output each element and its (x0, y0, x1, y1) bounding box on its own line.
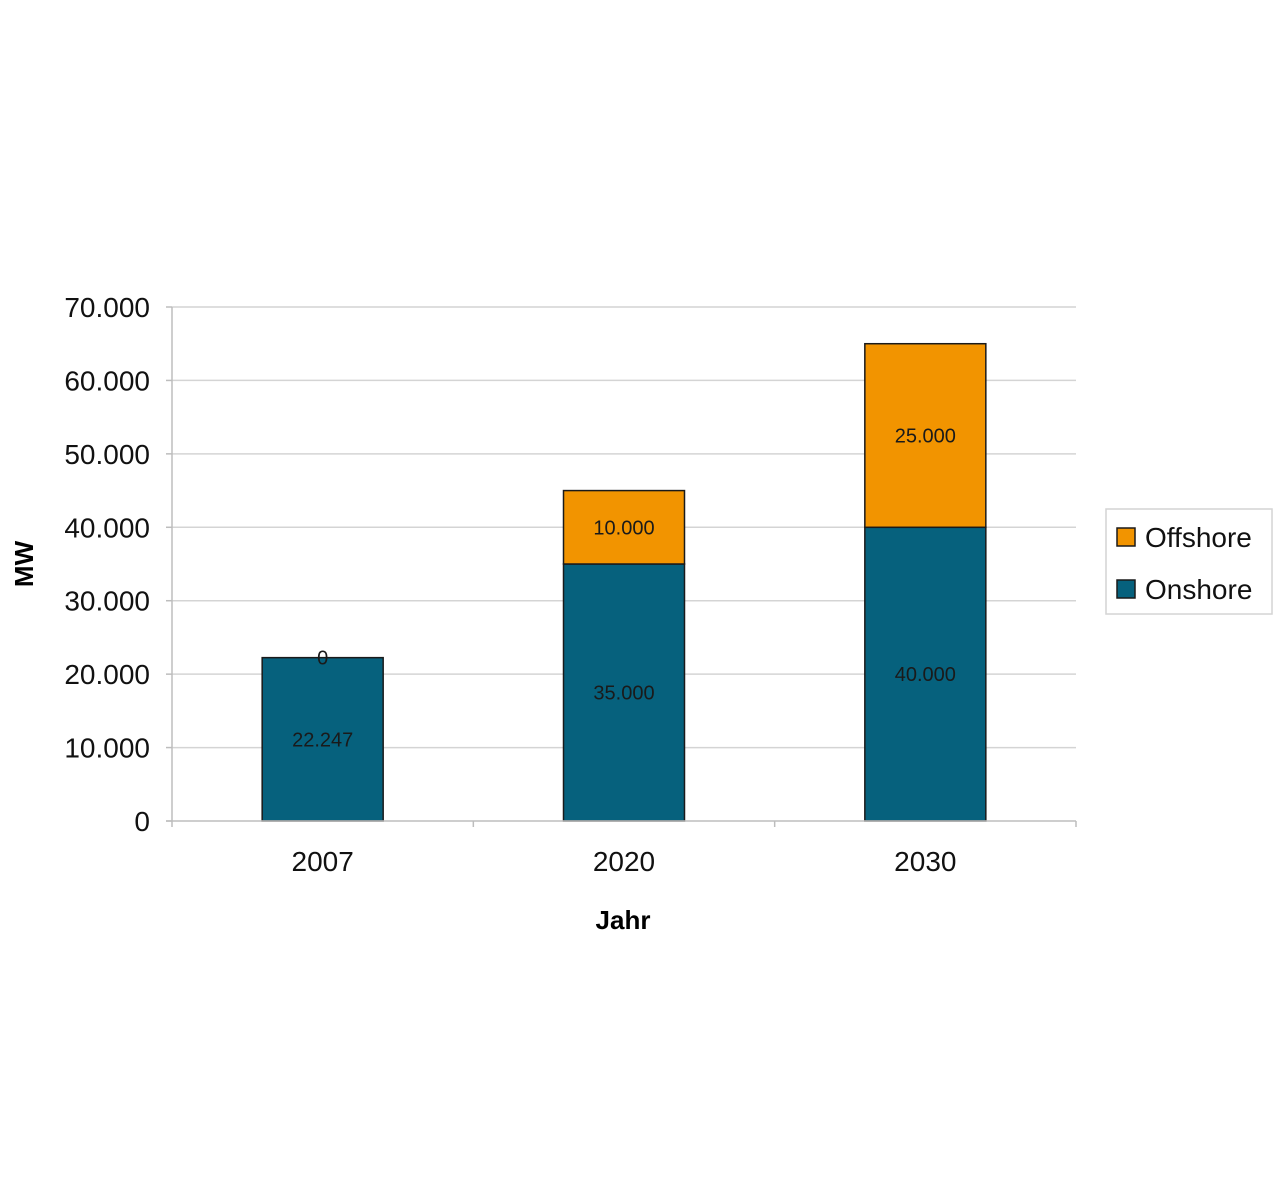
axes (166, 306, 1077, 827)
bar-onshore-2020 (562, 563, 686, 822)
bar-offshore-2030 (864, 342, 987, 529)
data-label-offshore-2020: 10.000 (593, 517, 654, 539)
x-tick-label: 2030 (894, 846, 956, 877)
y-tick-label: 0 (134, 806, 150, 837)
x-tick-label: 2020 (593, 846, 655, 877)
bar-offshore-2020 (562, 489, 686, 565)
y-tick-label: 40.000 (64, 512, 150, 543)
data-labels: 22.247 0 35.000 10.000 40.000 25.000 (292, 426, 956, 752)
bar-onshore-2030 (864, 526, 987, 822)
y-tick-label: 60.000 (64, 365, 150, 396)
y-axis-title: MW (9, 540, 39, 587)
bars (261, 342, 987, 822)
x-tick-label: 2007 (292, 846, 354, 877)
data-label-offshore-2030: 25.000 (895, 426, 956, 448)
x-tick-labels: 2007 2020 2030 (292, 846, 957, 877)
y-tick-label: 70.000 (64, 292, 150, 323)
x-axis-title: Jahr (596, 905, 651, 935)
y-tick-label: 30.000 (64, 586, 150, 617)
legend-swatch-onshore (1116, 579, 1136, 599)
data-label-onshore-2030: 40.000 (895, 664, 956, 686)
legend-label-offshore: Offshore (1145, 522, 1252, 553)
legend: Offshore Onshore (1105, 508, 1273, 615)
legend-label-onshore: Onshore (1145, 574, 1252, 605)
y-tick-label: 10.000 (64, 733, 150, 764)
data-label-onshore-2020: 35.000 (593, 683, 654, 705)
data-label-offshore-2007: 0 (317, 648, 328, 670)
y-tick-label: 20.000 (64, 659, 150, 690)
data-label-onshore-2007: 22.247 (292, 729, 353, 751)
legend-swatch-offshore (1116, 527, 1136, 547)
y-tick-labels: 0 10.000 20.000 30.000 40.000 50.000 60.000 70.… (64, 292, 150, 837)
y-tick-label: 50.000 (64, 439, 150, 470)
